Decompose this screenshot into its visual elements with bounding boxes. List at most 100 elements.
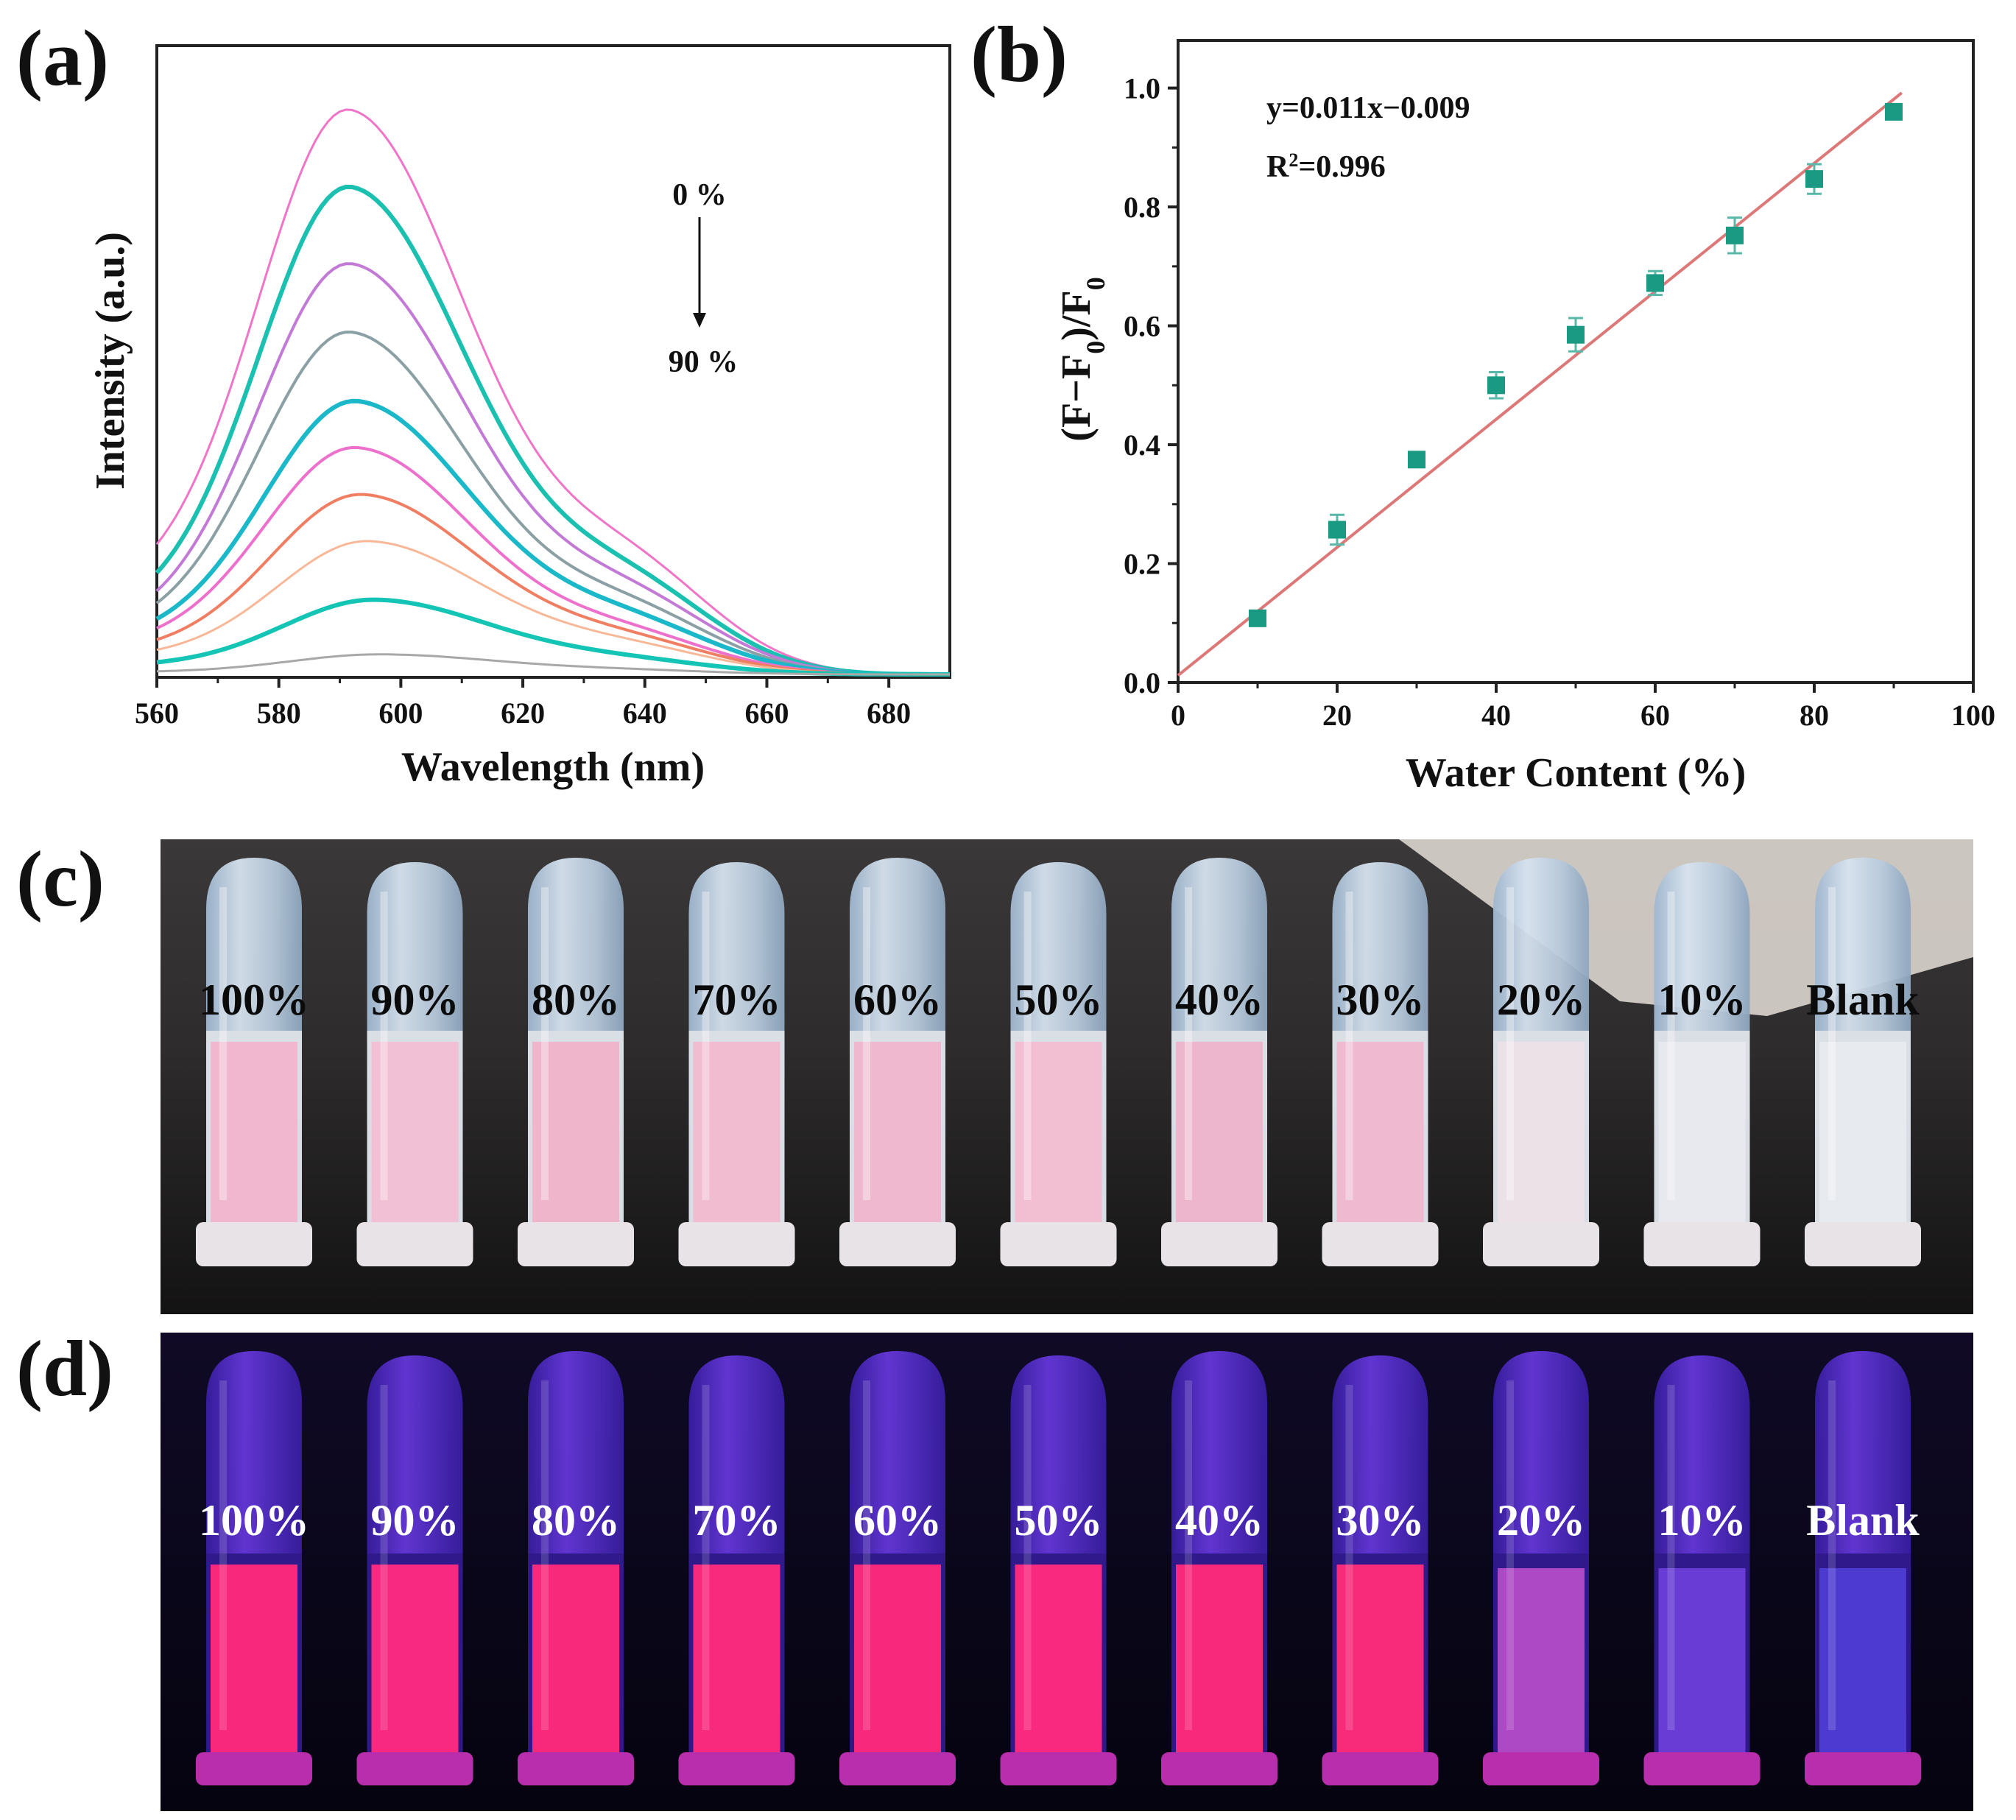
panel-d-vial: 60%: [839, 1351, 956, 1785]
panel-c-vial-highlight: [702, 892, 710, 1200]
panel-c-vial: 50%: [1000, 862, 1117, 1266]
panel-d-vial-liquid: [371, 1565, 459, 1752]
panel-c-vial-highlight: [1185, 887, 1192, 1200]
panel-d-vial-label: 80%: [532, 1496, 620, 1545]
panel-d-vial-cap: [1010, 1355, 1107, 1553]
panel-d-vial-liquid: [1015, 1565, 1102, 1752]
panel-b-fit-line: [1177, 91, 1903, 677]
panel-d-vial-cap: [1654, 1355, 1750, 1553]
panel-b-x-tick-label: 40: [1481, 699, 1511, 732]
panel-b-y-tick-label: 0.6: [1124, 310, 1160, 343]
panel-c-vial: Blank: [1805, 858, 1921, 1266]
panel-d-vial-base: [196, 1752, 312, 1785]
panel-d-vial-label: 70%: [693, 1496, 781, 1545]
panel-a-x-axis-label: Wavelength (nm): [401, 744, 705, 790]
panel-d-vial-highlight: [1345, 1385, 1353, 1730]
panel-c-vial-highlight: [1828, 887, 1836, 1200]
panel-c-vial-liquid: [1658, 1042, 1746, 1222]
panel-d-vial-highlight: [380, 1385, 388, 1730]
panel-b-data-point: [1567, 325, 1585, 344]
panel-c-vial-base: [518, 1222, 634, 1266]
panel-c-vial-label: 90%: [371, 976, 459, 1024]
panel-c-vial-label: 30%: [1336, 976, 1425, 1024]
panel-c-vial-label: 80%: [532, 976, 620, 1024]
panel-b-data-point: [1408, 451, 1425, 469]
panel-d-vial: 90%: [356, 1355, 473, 1785]
panel-b-plot-frame: [1177, 39, 1975, 684]
panel-c-vial-cap: [1493, 858, 1589, 1031]
panel-d-photo: 100% 90% 80% 70% 60% 50% 40% 30% 20% 10% Blank: [161, 1333, 1973, 1811]
panel-b-ticks: 0 20 40 60 80 100 0.0 0.2 0.4 0.6 0.8 1.0: [1124, 72, 1995, 732]
panel-d-vial: 20%: [1483, 1351, 1599, 1785]
panel-d-vial-highlight: [219, 1380, 227, 1730]
panel-d-vial-highlight: [1828, 1380, 1836, 1730]
panel-b-x-axis-label: Water Content (%): [1406, 750, 1746, 796]
panel-d-vial-label: 10%: [1658, 1496, 1747, 1545]
panel-c-letter: (c): [16, 836, 105, 923]
panel-c-vial-liquid: [1176, 1042, 1263, 1222]
panel-d-vial-cap: [1815, 1351, 1911, 1553]
panel-c-vial-base: [678, 1222, 795, 1266]
panel-d-vial-highlight: [541, 1380, 549, 1730]
panel-c-vial-liquid: [854, 1042, 941, 1222]
panel-c-vial-liquid: [211, 1042, 297, 1222]
panel-d-vial-base: [1161, 1752, 1277, 1785]
panel-c-vial-base: [1483, 1222, 1599, 1266]
panel-c-vial: 60%: [839, 858, 956, 1266]
panel-c-vial-base: [839, 1222, 956, 1266]
panel-a-annotation-arrowhead: [693, 313, 706, 328]
panel-d-vial-cap: [206, 1351, 302, 1553]
panel-c-vial-cap: [528, 858, 624, 1031]
panel-c-vial-cap: [688, 862, 785, 1031]
panel-c-vial-highlight: [863, 887, 870, 1200]
panel-c-vial: 10%: [1643, 862, 1761, 1266]
panel-d-vial-cap: [850, 1351, 945, 1553]
panel-a-chart: 560 580 600 620 640 660 680 Wavelength (nm) In…: [88, 44, 951, 790]
panel-d-vial-liquid: [1498, 1568, 1585, 1752]
panel-d-vial-base: [678, 1752, 795, 1785]
panel-b-equation: y=0.011x−0.009: [1266, 91, 1470, 125]
panel-a-letter: (a): [16, 15, 109, 102]
panel-a-ticks: 560 580 600 620 640 660 680: [135, 677, 911, 730]
panel-d-vial-liquid: [211, 1565, 297, 1752]
panel-d-vial-base: [1805, 1752, 1921, 1785]
panel-b-x-tick-label: 20: [1322, 699, 1352, 732]
panel-d-vial-base: [356, 1752, 473, 1785]
panel-c-vial-highlight: [219, 887, 227, 1200]
panel-d-vial: 10%: [1643, 1355, 1761, 1785]
panel-b-fit-group: [1177, 91, 1903, 677]
panel-a-x-tick-label: 680: [867, 696, 911, 730]
panel-c-vial-label: 40%: [1175, 976, 1263, 1024]
panel-b-points: [1249, 102, 1903, 627]
panel-b-r-squared: R2=0.996: [1266, 149, 1386, 185]
panel-d-vial-liquid: [1336, 1565, 1424, 1752]
panel-b-y-tick-label: 0.4: [1124, 428, 1160, 462]
panel-c-vial-cap: [206, 858, 302, 1031]
panel-b-y-tick-label: 0.0: [1124, 666, 1160, 699]
panel-d-vial: 80%: [518, 1351, 634, 1785]
panel-d-vial-cap: [367, 1355, 463, 1553]
panel-c-vial-base: [1000, 1222, 1117, 1266]
panel-c-photo: 100% 90% 80% 70% 60% 50% 40% 30% 20% 10% Blank: [161, 839, 1973, 1314]
panel-d-letter: (d): [16, 1325, 113, 1413]
panel-c-vial-label: 50%: [1015, 976, 1103, 1024]
panel-a-series-line: [156, 540, 950, 676]
panel-a-curves: [155, 108, 950, 677]
panel-a-annotation-bottom: 90 %: [669, 345, 739, 379]
panel-d-vial-label: 40%: [1175, 1496, 1263, 1545]
panel-b-data-point: [1249, 609, 1266, 627]
panel-c-vial-base: [356, 1222, 473, 1266]
panel-c-vial-highlight: [380, 892, 388, 1200]
panel-c-vial: 90%: [356, 862, 473, 1266]
panel-c-vial-label: 10%: [1658, 976, 1747, 1024]
panel-c-vial-cap: [367, 862, 463, 1031]
panel-d-vial-label: 90%: [371, 1496, 459, 1545]
panel-b-data-point: [1646, 274, 1664, 292]
panel-d-vial: 40%: [1161, 1351, 1277, 1785]
panel-d-vial: 50%: [1000, 1355, 1117, 1785]
panel-d-vial-liquid: [532, 1565, 619, 1752]
panel-c-vial: 20%: [1483, 858, 1599, 1266]
panel-c-vial-base: [1805, 1222, 1921, 1266]
panel-d-vial-highlight: [863, 1380, 870, 1730]
